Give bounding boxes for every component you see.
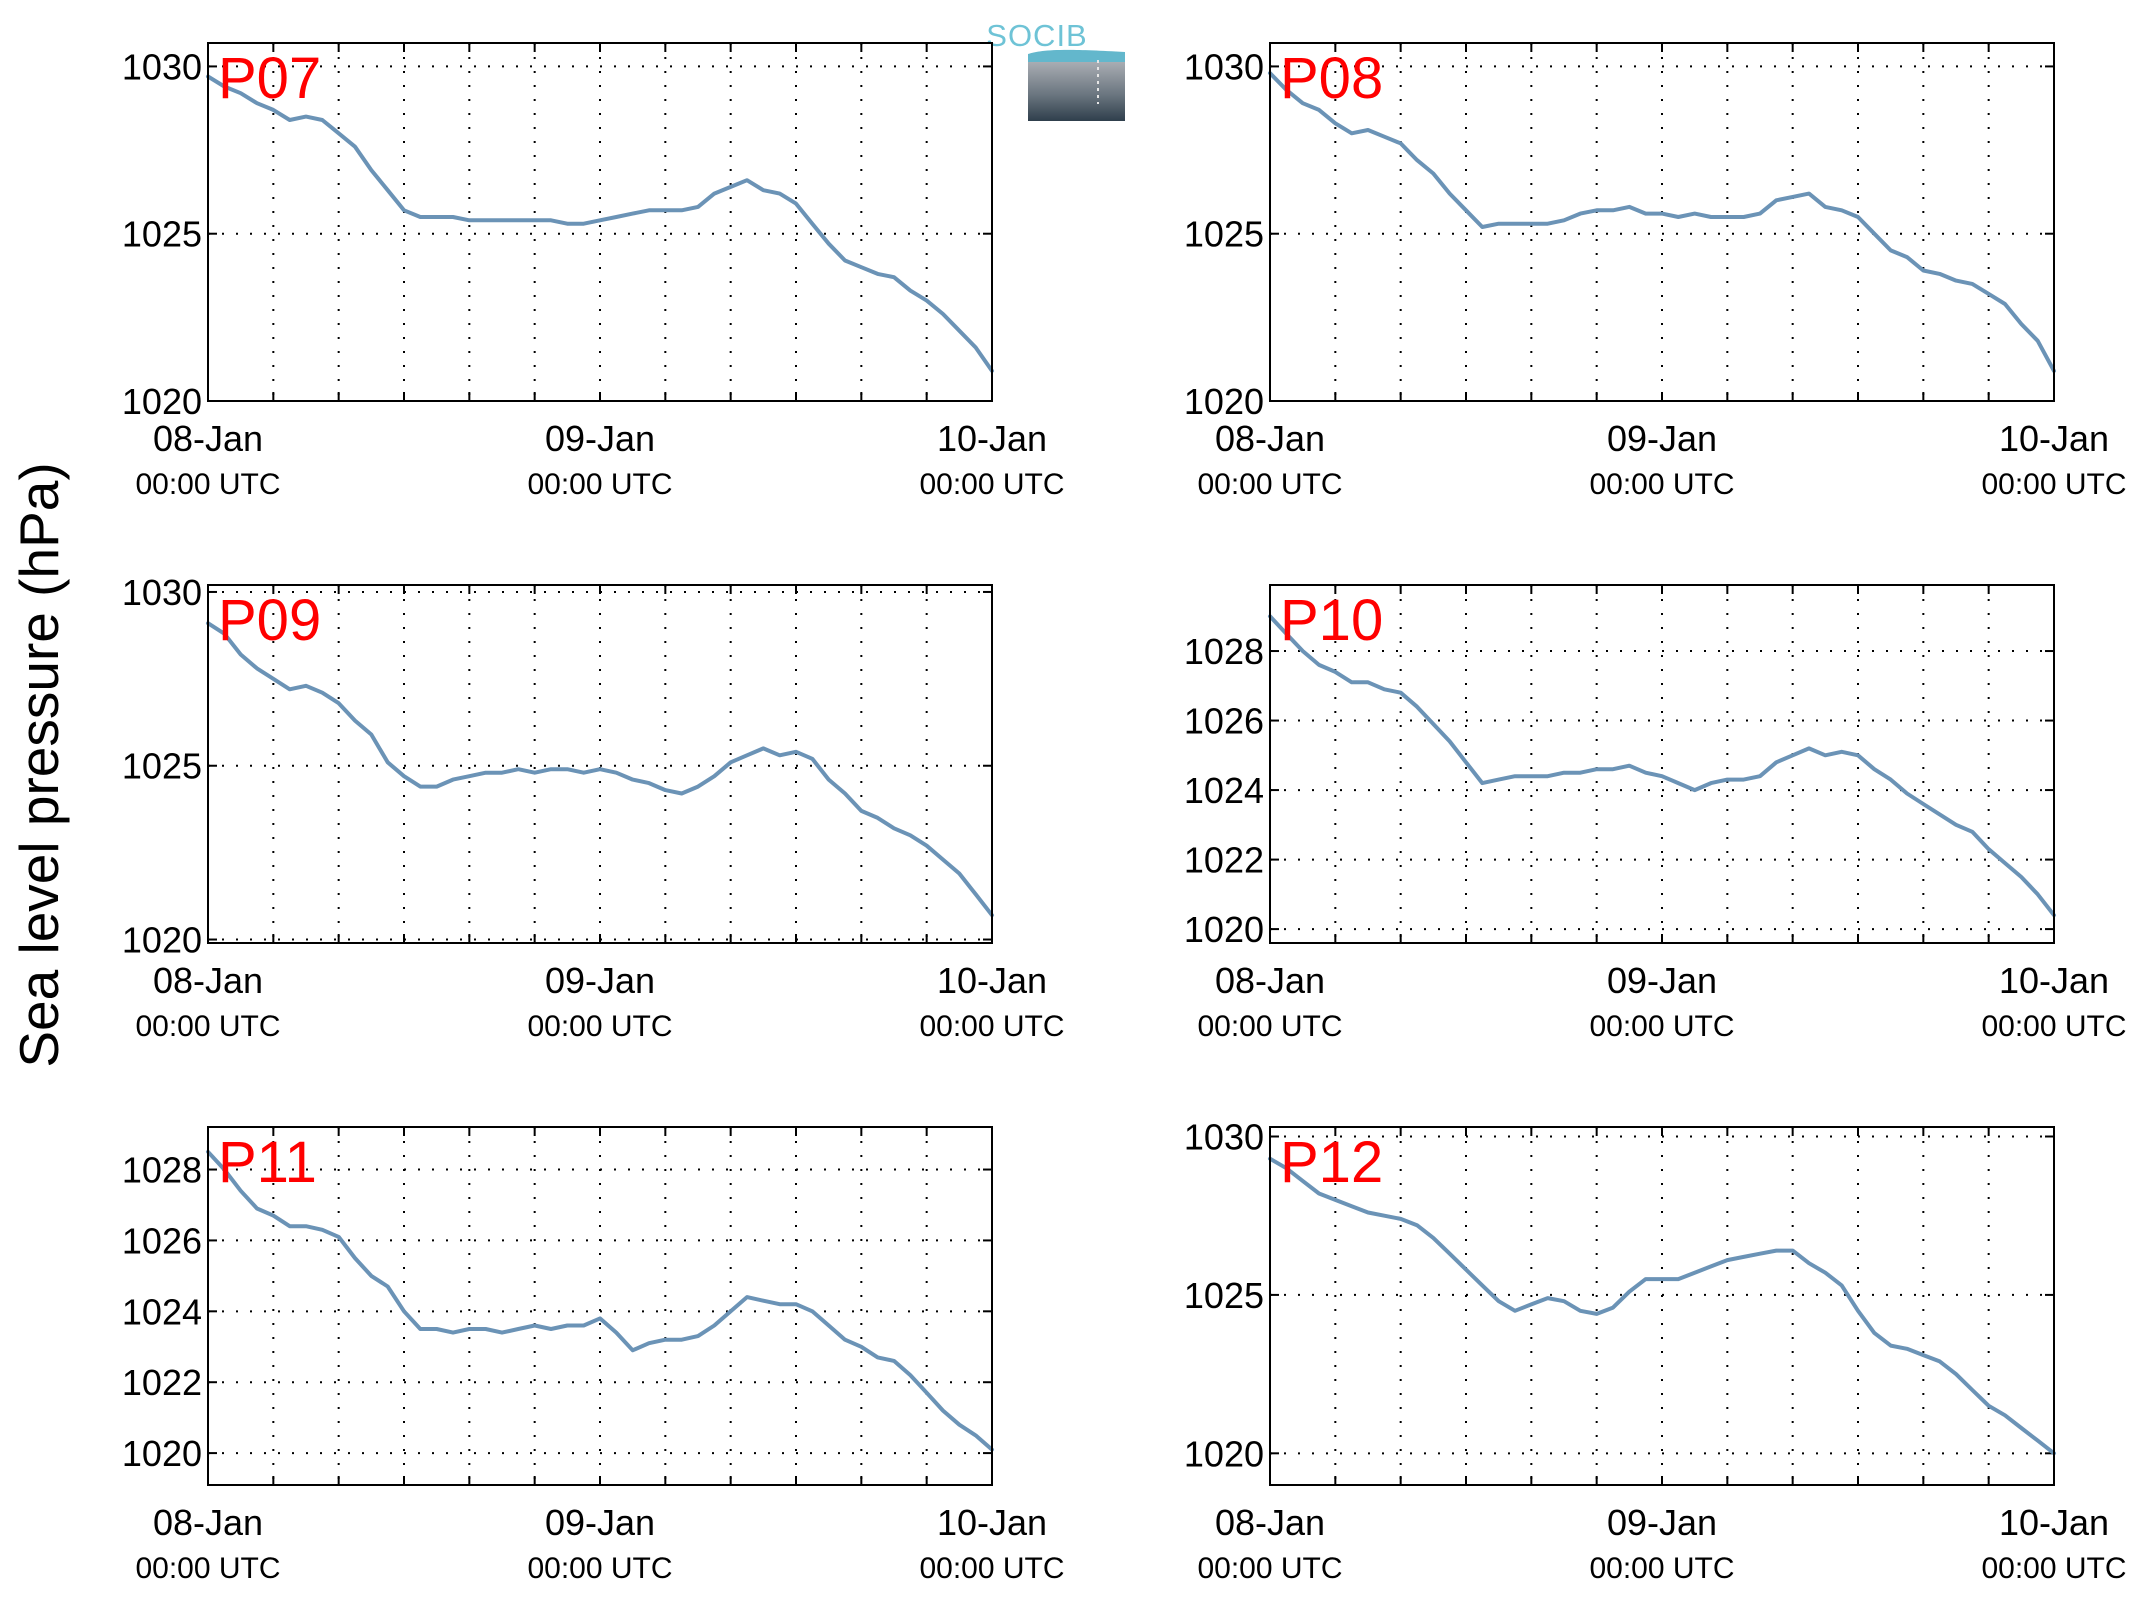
x-tick-sublabel: 00:00 UTC: [135, 468, 280, 501]
y-tick-label: 1028: [122, 1150, 202, 1191]
axes-frame: [1269, 584, 2055, 944]
y-tick-label: 1030: [1184, 1117, 1264, 1158]
logo-text: SOCIB: [986, 18, 1087, 53]
panel-label: P10: [1280, 588, 1383, 653]
series-line-p09: [206, 621, 994, 918]
series-line-p11: [206, 1149, 994, 1452]
x-tick-sublabel: 00:00 UTC: [919, 468, 1064, 501]
x-tick-label: 08-Jan: [153, 1502, 263, 1543]
y-tick-label: 1020: [122, 1433, 202, 1474]
y-tick-label: 1024: [1184, 770, 1264, 811]
axes-frame: [1269, 1126, 2055, 1486]
y-tick-label: 1020: [1184, 381, 1264, 422]
plot-area: [1270, 585, 2054, 943]
x-tick-sublabel: 00:00 UTC: [919, 1552, 1064, 1585]
y-tick-label: 1025: [122, 746, 202, 787]
x-tick-sublabel: 00:00 UTC: [135, 1010, 280, 1043]
x-tick-label: 09-Jan: [1607, 960, 1717, 1001]
plot-area: [208, 1127, 992, 1485]
axes-frame: [207, 42, 993, 402]
x-tick-sublabel: 00:00 UTC: [1981, 1552, 2126, 1585]
x-tick-sublabel: 00:00 UTC: [1589, 1552, 1734, 1585]
x-tick-label: 10-Jan: [1999, 1502, 2109, 1543]
y-tick-label: 1028: [1184, 631, 1264, 672]
panel-p07: 1020 1025 1030 08-Jan 00:00 UTC 09-Jan 00:00 U…: [122, 42, 1065, 501]
panel-p10: 1020 1022 1024 1026 1028 08-Jan 00:00 UTC 09-Ja…: [1184, 584, 2127, 1043]
x-tick-label: 10-Jan: [937, 418, 1047, 459]
y-tick-label: 1030: [1184, 46, 1264, 87]
series-line-p12: [1268, 1156, 2056, 1456]
y-tick-label: 1020: [122, 381, 202, 422]
y-tick-label: 1025: [1184, 1275, 1264, 1316]
panel-p12: 1020 1025 1030 08-Jan 00:00 UTC 09-Jan 00:00 U…: [1184, 1117, 2127, 1585]
y-tick-label: 1022: [1184, 840, 1264, 881]
x-tick-label: 08-Jan: [1215, 960, 1325, 1001]
x-tick-sublabel: 00:00 UTC: [1981, 468, 2126, 501]
socib-logo: SOCIB: [986, 18, 1125, 122]
x-tick-label: 08-Jan: [153, 960, 263, 1001]
x-tick-label: 09-Jan: [545, 1502, 655, 1543]
x-tick-label: 09-Jan: [545, 418, 655, 459]
plot-area: [1270, 1127, 2054, 1485]
series-line-p08: [1268, 71, 2056, 373]
y-tick-label: 1024: [122, 1291, 202, 1332]
x-tick-label: 08-Jan: [1215, 418, 1325, 459]
x-tick-label: 09-Jan: [1607, 1502, 1717, 1543]
panel-label: P08: [1280, 46, 1383, 111]
panel-p08: 1020 1025 1030 08-Jan 00:00 UTC 09-Jan 00:00 U…: [1184, 42, 2127, 501]
panel-label: P11: [218, 1130, 317, 1195]
x-tick-label: 10-Jan: [1999, 960, 2109, 1001]
x-tick-label: 10-Jan: [1999, 418, 2109, 459]
x-tick-label: 09-Jan: [545, 960, 655, 1001]
x-tick-label: 10-Jan: [937, 960, 1047, 1001]
panel-p11: 1020 1022 1024 1026 1028 08-Jan 00:00 UTC 09-Ja…: [122, 1126, 1065, 1585]
y-tick-label: 1020: [122, 920, 202, 961]
y-axis-label: Sea level pressure (hPa): [8, 462, 70, 1067]
y-tick-label: 1020: [1184, 1433, 1264, 1474]
x-tick-label: 08-Jan: [1215, 1502, 1325, 1543]
x-tick-sublabel: 00:00 UTC: [527, 1010, 672, 1043]
y-tick-label: 1022: [122, 1362, 202, 1403]
y-tick-label: 1025: [1184, 214, 1264, 255]
y-tick-label: 1030: [122, 572, 202, 613]
x-tick-sublabel: 00:00 UTC: [1589, 468, 1734, 501]
y-tick-label: 1025: [122, 214, 202, 255]
x-tick-sublabel: 00:00 UTC: [1197, 1552, 1342, 1585]
x-tick-sublabel: 00:00 UTC: [1981, 1010, 2126, 1043]
panel-label: P12: [1280, 1130, 1383, 1195]
panel-p09: 1020 1025 1030 08-Jan 00:00 UTC 09-Jan 00:00 U…: [122, 572, 1065, 1043]
x-tick-sublabel: 00:00 UTC: [527, 1552, 672, 1585]
panel-label: P09: [218, 588, 321, 653]
axes-frame: [207, 1126, 993, 1486]
plot-area: [208, 585, 992, 943]
plot-area: [1270, 43, 2054, 401]
series-line-p07: [206, 74, 994, 373]
y-tick-label: 1020: [1184, 909, 1264, 950]
x-tick-sublabel: 00:00 UTC: [919, 1010, 1064, 1043]
series-line-p10: [1268, 614, 2056, 918]
axes-frame: [1269, 42, 2055, 402]
y-tick-label: 1026: [1184, 701, 1264, 742]
x-tick-label: 10-Jan: [937, 1502, 1047, 1543]
x-tick-sublabel: 00:00 UTC: [1197, 1010, 1342, 1043]
axes-frame: [207, 584, 993, 944]
x-tick-label: 09-Jan: [1607, 418, 1717, 459]
y-tick-label: 1026: [122, 1220, 202, 1261]
x-tick-sublabel: 00:00 UTC: [135, 1552, 280, 1585]
x-tick-sublabel: 00:00 UTC: [1197, 468, 1342, 501]
x-tick-sublabel: 00:00 UTC: [1589, 1010, 1734, 1043]
x-tick-sublabel: 00:00 UTC: [527, 468, 672, 501]
panel-label: P07: [218, 46, 321, 111]
y-tick-label: 1030: [122, 46, 202, 87]
x-tick-label: 08-Jan: [153, 418, 263, 459]
